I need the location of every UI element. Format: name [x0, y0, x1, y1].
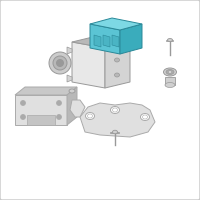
Polygon shape [27, 115, 55, 125]
Ellipse shape [168, 71, 172, 73]
Polygon shape [67, 87, 77, 125]
Polygon shape [103, 35, 110, 47]
Polygon shape [15, 95, 67, 125]
Polygon shape [90, 24, 120, 54]
Ellipse shape [57, 60, 64, 66]
Polygon shape [70, 100, 85, 117]
Ellipse shape [112, 108, 118, 112]
Polygon shape [90, 18, 142, 30]
Ellipse shape [164, 68, 177, 76]
Ellipse shape [21, 114, 26, 119]
Ellipse shape [49, 52, 71, 74]
Ellipse shape [112, 130, 118, 134]
Ellipse shape [69, 89, 75, 93]
Ellipse shape [114, 48, 120, 52]
Ellipse shape [57, 114, 62, 119]
Ellipse shape [88, 114, 92, 118]
Polygon shape [67, 47, 72, 54]
Polygon shape [72, 42, 105, 88]
Ellipse shape [166, 70, 174, 74]
Polygon shape [94, 35, 101, 47]
Polygon shape [80, 103, 155, 137]
Ellipse shape [140, 114, 150, 120]
Ellipse shape [168, 38, 172, 42]
Ellipse shape [142, 115, 148, 119]
Polygon shape [112, 35, 119, 47]
Ellipse shape [114, 58, 120, 62]
Polygon shape [72, 36, 130, 48]
Polygon shape [15, 87, 77, 95]
Ellipse shape [57, 100, 62, 106]
Ellipse shape [114, 73, 120, 77]
Ellipse shape [110, 106, 120, 114]
Polygon shape [67, 75, 72, 82]
Polygon shape [105, 42, 130, 88]
Polygon shape [165, 77, 175, 85]
Ellipse shape [21, 100, 26, 106]
Ellipse shape [86, 112, 95, 119]
Ellipse shape [53, 56, 67, 70]
Polygon shape [120, 24, 142, 54]
Ellipse shape [165, 82, 175, 88]
